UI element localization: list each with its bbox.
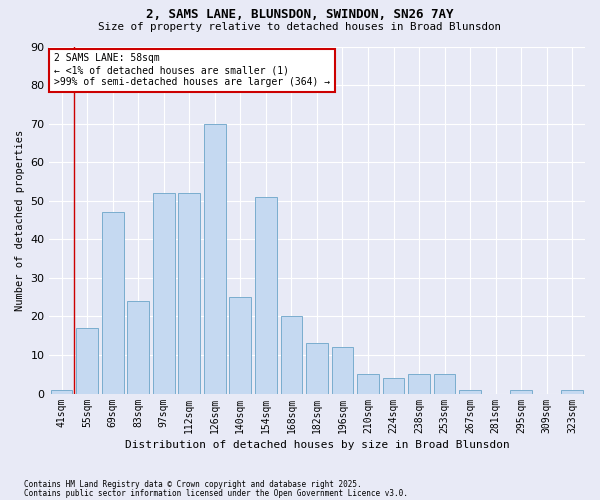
Bar bbox=[408, 374, 430, 394]
Bar bbox=[434, 374, 455, 394]
Bar bbox=[281, 316, 302, 394]
Bar bbox=[76, 328, 98, 394]
Text: 2 SAMS LANE: 58sqm
← <1% of detached houses are smaller (1)
>99% of semi-detache: 2 SAMS LANE: 58sqm ← <1% of detached hou… bbox=[54, 54, 331, 86]
Bar bbox=[204, 124, 226, 394]
Bar bbox=[153, 193, 175, 394]
Bar bbox=[229, 297, 251, 394]
Bar bbox=[127, 301, 149, 394]
Bar bbox=[383, 378, 404, 394]
Y-axis label: Number of detached properties: Number of detached properties bbox=[15, 130, 25, 310]
Bar bbox=[332, 348, 353, 394]
X-axis label: Distribution of detached houses by size in Broad Blunsdon: Distribution of detached houses by size … bbox=[125, 440, 509, 450]
Bar bbox=[511, 390, 532, 394]
Text: Contains HM Land Registry data © Crown copyright and database right 2025.: Contains HM Land Registry data © Crown c… bbox=[24, 480, 362, 489]
Text: 2, SAMS LANE, BLUNSDON, SWINDON, SN26 7AY: 2, SAMS LANE, BLUNSDON, SWINDON, SN26 7A… bbox=[146, 8, 454, 20]
Bar bbox=[357, 374, 379, 394]
Bar bbox=[459, 390, 481, 394]
Text: Contains public sector information licensed under the Open Government Licence v3: Contains public sector information licen… bbox=[24, 488, 408, 498]
Bar bbox=[562, 390, 583, 394]
Text: Size of property relative to detached houses in Broad Blunsdon: Size of property relative to detached ho… bbox=[98, 22, 502, 32]
Bar bbox=[178, 193, 200, 394]
Bar bbox=[255, 197, 277, 394]
Bar bbox=[102, 212, 124, 394]
Bar bbox=[306, 344, 328, 394]
Bar bbox=[51, 390, 73, 394]
